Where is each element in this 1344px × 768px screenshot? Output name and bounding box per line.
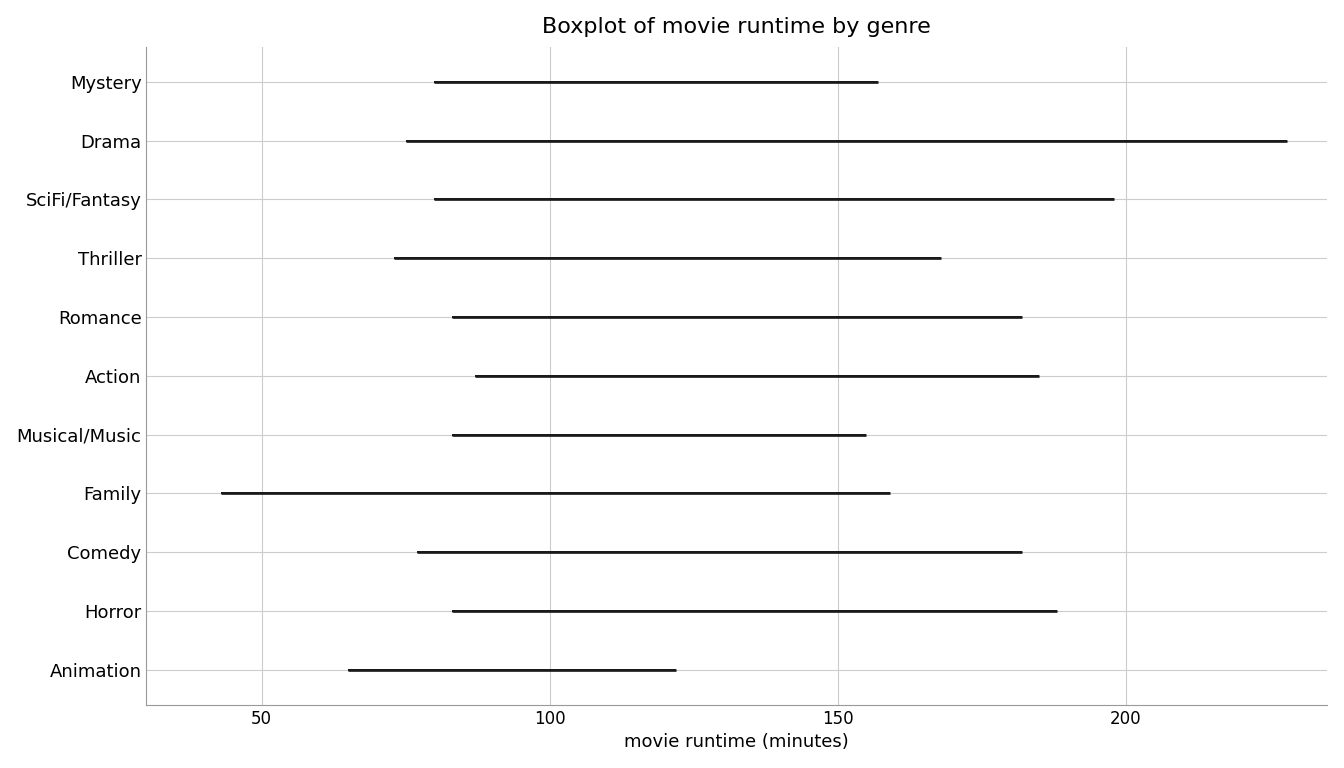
X-axis label: movie runtime (minutes): movie runtime (minutes) xyxy=(625,733,849,751)
Title: Boxplot of movie runtime by genre: Boxplot of movie runtime by genre xyxy=(543,17,931,37)
